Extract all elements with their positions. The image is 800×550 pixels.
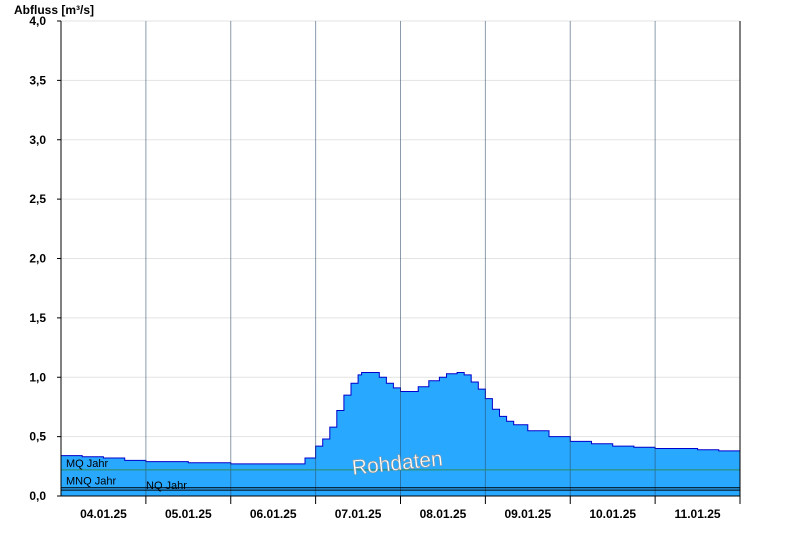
y-tick-label: 1,0 xyxy=(29,370,46,384)
y-tick-label: 1,5 xyxy=(29,311,46,325)
y-tick-label: 3,0 xyxy=(29,133,46,147)
y-tick-label: 2,0 xyxy=(29,252,46,266)
y-tick-label: 2,5 xyxy=(29,192,46,206)
reference-lines: MQ Jahr MNQ Jahr NQ Jahr xyxy=(61,458,740,492)
reference-line-label: MNQ Jahr xyxy=(66,476,116,488)
y-tick-label: 0,0 xyxy=(29,489,46,503)
x-tick-label: 05.01.25 xyxy=(165,507,212,521)
y-axis-ticks: 0,0 0,5 1,0 1,5 2,0 2,5 3,0 3,5 4,0 xyxy=(29,14,61,503)
x-tick-label: 04.01.25 xyxy=(80,507,127,521)
x-tick-label: 07.01.25 xyxy=(335,507,382,521)
reference-line-label: MQ Jahr xyxy=(66,458,109,470)
x-tick-label: 09.01.25 xyxy=(504,507,551,521)
x-tick-label: 10.01.25 xyxy=(589,507,636,521)
discharge-line xyxy=(61,372,740,465)
x-tick-label: 06.01.25 xyxy=(250,507,297,521)
y-tick-label: 3,5 xyxy=(29,73,46,87)
y-tick-label: 0,5 xyxy=(29,430,46,444)
reference-line-label: NQ Jahr xyxy=(146,480,187,492)
x-tick-label: 08.01.25 xyxy=(420,507,467,521)
y-axis-label: Abfluss [m³/s] xyxy=(14,3,94,17)
y-tick-label: 4,0 xyxy=(29,14,46,28)
x-tick-label: 11.01.25 xyxy=(675,507,721,521)
x-axis-ticks: 04.01.25 05.01.25 06.01.25 07.01.25 08.01.25… xyxy=(80,496,741,521)
